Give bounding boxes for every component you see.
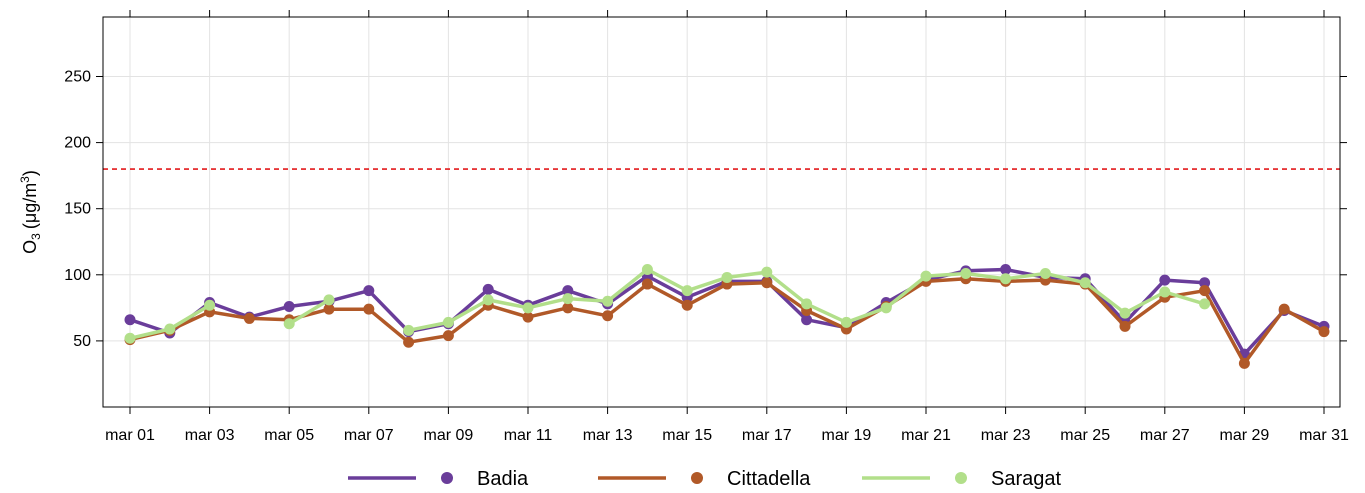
data-point-saragat <box>1159 286 1171 298</box>
data-point-saragat <box>880 302 892 314</box>
legend-label-saragat: Saragat <box>991 468 1061 490</box>
y-axis-label: O3(μg/m3) <box>18 170 43 254</box>
y-tick-label: 50 <box>73 333 91 350</box>
data-point-badia <box>1159 274 1171 286</box>
data-point-cittadella <box>641 278 653 290</box>
data-point-cittadella <box>1318 326 1330 338</box>
data-point-saragat <box>1039 267 1051 279</box>
x-tick-label: mar 05 <box>264 427 314 444</box>
series-line-saragat <box>287 298 331 326</box>
legend: Badia Cittadella Saragat <box>348 468 1061 490</box>
data-point-saragat <box>721 271 733 283</box>
x-tick-label: mar 03 <box>185 427 235 444</box>
data-point-cittadella <box>323 303 335 315</box>
y-axis-label-main: O <box>20 240 40 254</box>
x-tick-label: mar 19 <box>822 427 872 444</box>
data-point-badia <box>482 283 494 295</box>
y-tick-label: 100 <box>64 267 91 284</box>
y-axis-label-sub: 3 <box>29 233 43 240</box>
x-tick-label: mar 21 <box>901 427 951 444</box>
x-tick-label: mar 15 <box>662 427 712 444</box>
data-point-cittadella <box>1278 303 1290 315</box>
legend-label-cittadella: Cittadella <box>727 468 811 490</box>
data-point-badia <box>283 301 295 313</box>
data-point-saragat <box>403 324 415 336</box>
data-point-saragat <box>960 267 972 279</box>
data-point-saragat <box>1079 277 1091 289</box>
y-tick-label: 250 <box>64 68 91 85</box>
data-point-saragat <box>1000 273 1012 285</box>
data-point-saragat <box>323 294 335 306</box>
x-tick-label: mar 29 <box>1220 427 1270 444</box>
data-point-badia <box>562 285 574 297</box>
x-tick-label: mar 11 <box>504 427 553 444</box>
plot-frame <box>102 16 1341 408</box>
data-point-cittadella <box>522 311 534 323</box>
data-point-saragat <box>840 316 852 328</box>
data-point-cittadella <box>1199 285 1211 297</box>
y-axis-label-unit: (μg/m <box>20 183 40 229</box>
x-tick-label: mar 25 <box>1060 427 1110 444</box>
data-point-saragat <box>442 316 454 328</box>
series-cittadella <box>124 273 1330 369</box>
data-point-saragat <box>562 293 574 305</box>
data-point-cittadella <box>442 330 454 342</box>
data-point-cittadella <box>363 303 375 315</box>
y-tick-label: 150 <box>64 201 91 218</box>
y-tick-label: 200 <box>64 135 91 152</box>
data-point-cittadella <box>243 312 255 324</box>
data-point-cittadella <box>681 299 693 311</box>
x-tick-label: mar 23 <box>981 427 1031 444</box>
data-point-saragat <box>1199 298 1211 310</box>
data-point-saragat <box>641 264 653 276</box>
series-layer <box>124 264 1330 369</box>
x-tick-label: mar 07 <box>344 427 394 444</box>
grid <box>103 17 1340 407</box>
data-point-saragat <box>920 270 932 282</box>
x-tick-label: mar 13 <box>583 427 633 444</box>
data-point-saragat <box>283 318 295 330</box>
series-saragat <box>124 264 1211 344</box>
y-axis: 50 100 150 200 250 <box>64 68 1347 350</box>
y-axis-label-sup: 3 <box>18 176 32 183</box>
data-point-saragat <box>204 299 216 311</box>
data-point-saragat <box>522 302 534 314</box>
data-point-cittadella <box>602 310 614 322</box>
data-point-badia <box>1199 277 1211 289</box>
x-axis: mar 01 mar 03 mar 05 mar 07 mar 09 mar 11 mar … <box>105 10 1349 444</box>
data-point-saragat <box>761 266 773 278</box>
data-point-cittadella <box>761 277 773 289</box>
data-point-badia <box>124 314 136 326</box>
data-point-cittadella <box>403 336 415 348</box>
x-tick-label: mar 09 <box>424 427 474 444</box>
data-point-saragat <box>801 298 813 310</box>
data-point-saragat <box>602 295 614 307</box>
x-tick-label: mar 01 <box>105 427 155 444</box>
legend-marker-saragat <box>955 472 967 484</box>
data-point-saragat <box>124 332 136 344</box>
series-line-cittadella <box>128 277 1326 366</box>
data-point-badia <box>1000 264 1012 276</box>
data-point-saragat <box>681 285 693 297</box>
data-point-cittadella <box>1119 320 1131 332</box>
data-point-cittadella <box>562 302 574 314</box>
legend-marker-cittadella <box>691 472 703 484</box>
x-tick-label: mar 31 <box>1299 427 1349 444</box>
legend-marker-badia <box>441 472 453 484</box>
data-point-saragat <box>1119 307 1131 319</box>
x-tick-label: mar 17 <box>742 427 792 444</box>
legend-label-badia: Badia <box>477 468 529 490</box>
data-point-saragat <box>164 323 176 335</box>
y-axis-label-close: ) <box>20 170 40 176</box>
data-point-saragat <box>482 294 494 306</box>
data-point-badia <box>363 285 375 297</box>
data-point-cittadella <box>1238 357 1250 369</box>
x-tick-label: mar 27 <box>1140 427 1190 444</box>
data-point-badia <box>801 314 813 326</box>
